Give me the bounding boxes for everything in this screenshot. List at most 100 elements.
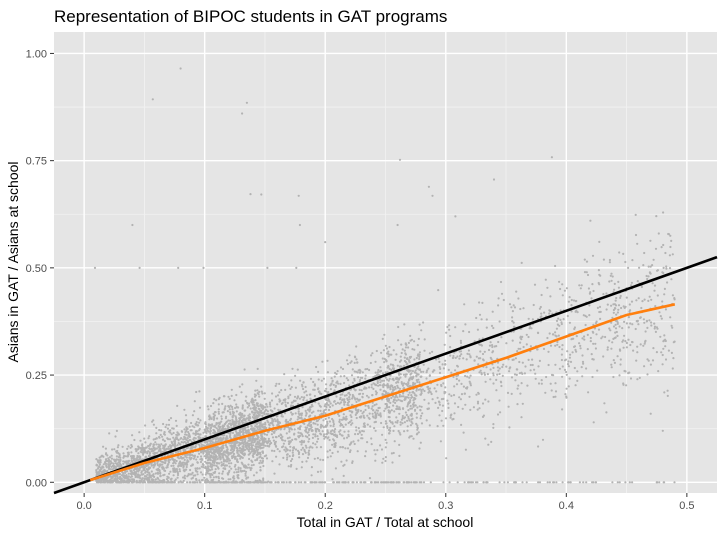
scatter-point (670, 240, 672, 242)
scatter-point (249, 417, 251, 419)
scatter-point (254, 390, 256, 392)
scatter-point (373, 427, 375, 429)
scatter-point (374, 411, 376, 413)
scatter-point (295, 387, 297, 389)
scatter-point (204, 441, 206, 443)
scatter-point (333, 481, 335, 483)
scatter-point (617, 481, 619, 483)
scatter-point (130, 451, 132, 453)
scatter-point (582, 481, 584, 483)
scatter-point (171, 427, 173, 429)
scatter-point (377, 410, 379, 412)
scatter-point (554, 382, 556, 384)
scatter-point (662, 244, 664, 246)
scatter-point (619, 363, 621, 365)
scatter-point (255, 394, 257, 396)
scatter-point (148, 454, 150, 456)
scatter-point (168, 461, 170, 463)
scatter-point (464, 404, 466, 406)
scatter-point (416, 433, 418, 435)
scatter-point (334, 428, 336, 430)
scatter-point (409, 392, 411, 394)
scatter-point (354, 397, 356, 399)
scatter-point (395, 359, 397, 361)
scatter-point (105, 463, 107, 465)
scatter-point (587, 391, 589, 393)
scatter-point (521, 382, 523, 384)
scatter-point (210, 426, 212, 428)
scatter-point (661, 271, 663, 273)
scatter-point (417, 344, 419, 346)
scatter-point (406, 363, 408, 365)
scatter-point (646, 278, 648, 280)
scatter-point (476, 356, 478, 358)
scatter-point (397, 381, 399, 383)
scatter-point (161, 436, 163, 438)
scatter-point (180, 438, 182, 440)
scatter-point (239, 430, 241, 432)
scatter-point (405, 373, 407, 375)
scatter-point (418, 338, 420, 340)
scatter-point (210, 459, 212, 461)
scatter-point (383, 349, 385, 351)
scatter-point (526, 334, 528, 336)
scatter-point (626, 297, 628, 299)
scatter-point (487, 373, 489, 375)
scatter-point (253, 407, 255, 409)
scatter-point (148, 435, 150, 437)
scatter-point (342, 465, 344, 467)
scatter-point (404, 421, 406, 423)
scatter-point (405, 346, 407, 348)
scatter-point (204, 429, 206, 431)
scatter-point (410, 405, 412, 407)
scatter-point (468, 349, 470, 351)
scatter-point (261, 392, 263, 394)
scatter-point (460, 340, 462, 342)
scatter-point (639, 317, 641, 319)
scatter-point (672, 294, 674, 296)
scatter-point (669, 254, 671, 256)
scatter-point (371, 408, 373, 410)
scatter-point (286, 458, 288, 460)
scatter-point (299, 432, 301, 434)
scatter-point (393, 399, 395, 401)
scatter-point (537, 481, 539, 483)
scatter-point (215, 411, 217, 413)
scatter-point (361, 434, 363, 436)
scatter-point (359, 432, 361, 434)
scatter-point (267, 440, 269, 442)
scatter-point (553, 481, 555, 483)
scatter-point (385, 345, 387, 347)
scatter-point (575, 351, 577, 353)
scatter-point (278, 383, 280, 385)
scatter-point (196, 471, 198, 473)
scatter-point (108, 465, 110, 467)
scatter-point (213, 462, 215, 464)
scatter-point (131, 460, 133, 462)
scatter-point (398, 444, 400, 446)
scatter-point (490, 357, 492, 359)
scatter-point (301, 466, 303, 468)
scatter-point (519, 342, 521, 344)
scatter-point (161, 481, 163, 483)
scatter-point (343, 437, 345, 439)
scatter-point (100, 459, 102, 461)
scatter-point (424, 338, 426, 340)
scatter-point (217, 452, 219, 454)
scatter-point (403, 365, 405, 367)
scatter-point (278, 435, 280, 437)
scatter-point (308, 454, 310, 456)
scatter-point (445, 457, 447, 459)
scatter-point (665, 358, 667, 360)
scatter-point (298, 436, 300, 438)
scatter-point (109, 456, 111, 458)
scatter-point (447, 407, 449, 409)
scatter-point (320, 413, 322, 415)
scatter-point (528, 359, 530, 361)
scatter-point (210, 442, 212, 444)
scatter-point (116, 430, 118, 432)
scatter-point (473, 406, 475, 408)
scatter-point (323, 378, 325, 380)
scatter-point (363, 422, 365, 424)
scatter-point (262, 452, 264, 454)
